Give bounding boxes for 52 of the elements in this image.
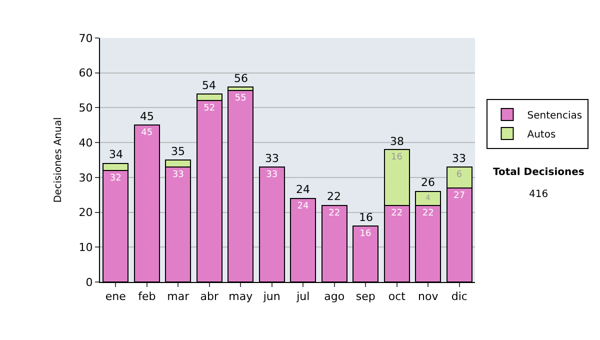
total-label: 24 [296, 183, 310, 196]
x-tick-label: ago [324, 290, 345, 304]
x-tick-label: dic [451, 290, 468, 304]
data-label: 45 [141, 128, 153, 138]
data-label: 32 [110, 173, 122, 184]
y-axis-title: Decisiones Anual [52, 117, 64, 203]
data-label: 22 [391, 208, 403, 218]
y-tick-label: 60 [78, 66, 93, 80]
data-label: 52 [204, 104, 216, 114]
legend-label: Autos [527, 129, 556, 140]
total-label: 33 [452, 152, 466, 165]
x-tick-label: oct [388, 290, 406, 304]
total-label: 56 [234, 72, 248, 85]
total-label: 38 [390, 135, 404, 148]
total-label: 35 [171, 145, 185, 158]
data-label: 33 [172, 170, 184, 180]
y-tick-label: 20 [78, 206, 93, 220]
total-label: 22 [327, 190, 341, 203]
data-label: 55 [234, 93, 246, 104]
x-tick-label: jun [262, 290, 280, 304]
y-tick-label: 70 [78, 32, 93, 45]
total-label: 54 [202, 79, 216, 92]
x-tick-label: abr [200, 290, 219, 304]
text: 416 [529, 189, 548, 200]
data-label: 6 [456, 170, 462, 180]
y-tick-label: 0 [86, 276, 93, 289]
data-label: 33 [266, 170, 278, 180]
data-label: 16 [360, 229, 372, 240]
x-tick-label: feb [138, 290, 156, 304]
total-label: 33 [265, 152, 279, 165]
data-label: 4 [426, 192, 431, 202]
text: Total Decisiones [493, 167, 584, 178]
legend-label: Sentencias [527, 110, 582, 122]
x-tick-label: ene [105, 290, 126, 304]
total-label: 34 [109, 148, 123, 161]
data-label: 16 [391, 152, 403, 163]
x-tick-label: may [228, 290, 254, 304]
x-tick-label: nov [418, 290, 439, 304]
total-label: 45 [140, 110, 154, 123]
y-tick-label: 40 [78, 136, 93, 150]
y-tick-label: 30 [78, 171, 93, 184]
data-label: 27 [454, 190, 466, 201]
x-tick-label: sep [356, 290, 376, 304]
total-label: 16 [359, 211, 373, 224]
x-tick-label: jul [296, 290, 310, 304]
data-label: 24 [297, 201, 309, 212]
data-label: 22 [422, 208, 434, 218]
data-label: 22 [328, 208, 340, 218]
x-tick-label: mar [167, 290, 190, 304]
total-label: 26 [421, 176, 435, 189]
y-tick-label: 50 [78, 102, 93, 115]
y-tick-label: 10 [78, 240, 93, 254]
